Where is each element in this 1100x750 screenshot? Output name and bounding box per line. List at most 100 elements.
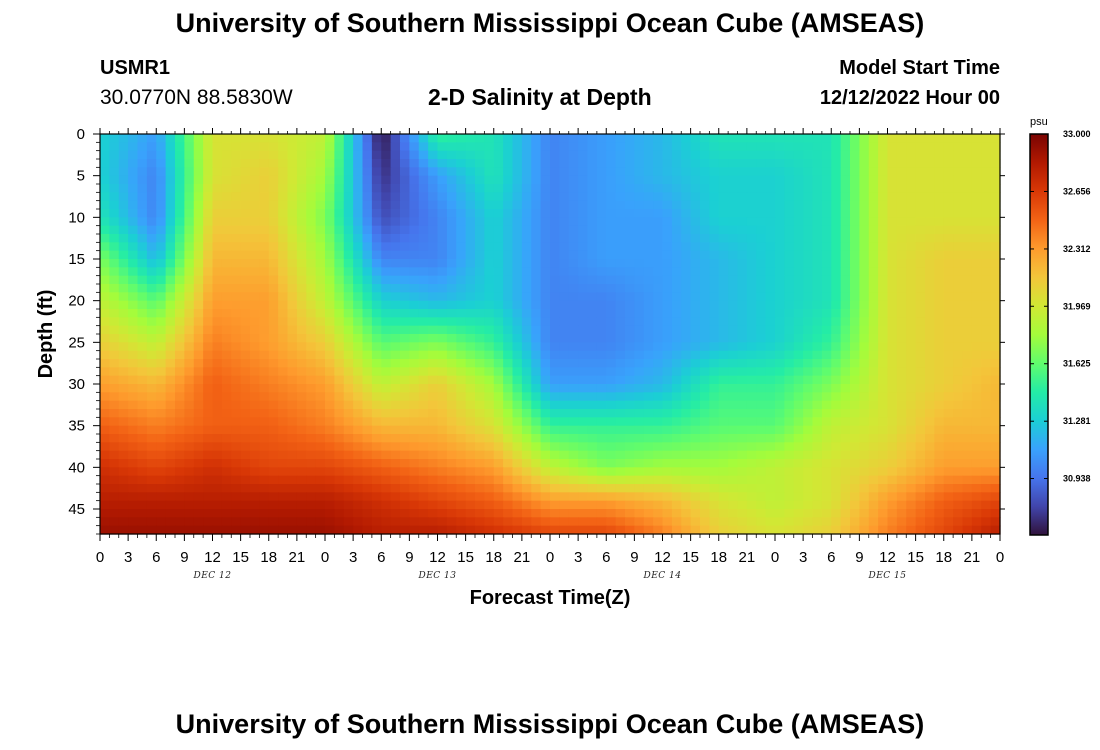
heatmap-cell [756,334,767,343]
heatmap-cell [221,175,232,185]
heatmap-cell [287,392,298,402]
heatmap-cell [381,159,392,168]
heatmap-cell [718,217,729,227]
heatmap-cell [568,409,579,418]
heatmap-cell [803,150,814,160]
heatmap-cell [943,192,954,202]
heatmap-cell [137,350,148,360]
heatmap-cell [231,184,242,193]
heatmap-cell [615,267,626,277]
heatmap-cell [943,417,954,427]
heatmap-cell [925,492,935,502]
heatmap-cell [381,442,392,452]
heatmap-cell [906,134,917,143]
heatmap-cell [540,175,551,185]
heatmap-cell [596,417,607,427]
heatmap-cell [296,150,307,160]
heatmap-cell [934,200,945,210]
heatmap-cell [718,517,729,527]
heatmap-cell [906,400,917,410]
heatmap-cell [662,292,673,302]
heatmap-cell [381,142,392,152]
heatmap-cell [775,325,785,335]
heatmap-cell [906,517,917,527]
heatmap-cell [484,317,495,327]
heatmap-cell [400,284,410,293]
heatmap-cell [681,400,692,410]
heatmap-cell [240,300,251,310]
heatmap-cell [859,184,870,193]
heatmap-cell [118,225,129,235]
heatmap-cell [981,192,992,202]
heatmap-cell [812,167,823,177]
heatmap-cell [428,509,439,518]
heatmap-cell [531,234,542,243]
heatmap-cell [653,392,664,402]
heatmap-cell [400,442,410,452]
heatmap-cell [512,184,523,193]
heatmap-cell [718,484,729,493]
heatmap-cell [540,425,551,435]
heatmap-cell [156,284,167,293]
heatmap-cell [315,500,326,510]
heatmap-cell [718,300,729,310]
heatmap-cell [643,417,654,427]
heatmap-cell [240,375,251,385]
heatmap-cell [606,259,617,268]
heatmap-cell [681,150,692,160]
heatmap-cell [212,184,223,193]
heatmap-cell [803,484,814,493]
heatmap-cell [971,350,982,360]
heatmap-cell [540,184,551,193]
heatmap-cell [156,392,167,402]
heatmap-cell [868,500,879,510]
heatmap-cell [587,359,598,368]
heatmap-cell [503,367,514,377]
heatmap-cell [831,500,842,510]
heatmap-cell [418,342,429,352]
heatmap-cell [746,217,757,227]
heatmap-cell [343,150,354,160]
heatmap-cell [446,517,457,527]
heatmap-cell [165,417,176,427]
heatmap-cell [653,250,664,260]
heatmap-cell [287,509,298,518]
heatmap-cell [615,375,626,385]
heatmap-cell [690,234,701,243]
heatmap-cell [850,500,860,510]
heatmap-cell [878,167,889,177]
heatmap-cell [578,184,589,193]
heatmap-cell [109,525,120,535]
heatmap-cell [296,325,307,335]
heatmap-cell [962,500,973,510]
heatmap-cell [643,242,654,252]
heatmap-cell [559,317,570,327]
heatmap-cell [184,342,195,352]
heatmap-cell [278,492,289,502]
heatmap-cell [231,375,242,385]
heatmap-cell [371,484,382,493]
heatmap-cell [643,284,654,293]
heatmap-cell [165,375,176,385]
heatmap-cell [690,209,701,218]
heatmap-cell [221,400,232,410]
heatmap-cell [915,209,926,218]
heatmap-cell [109,225,120,235]
heatmap-cell [850,475,860,485]
heatmap-cell [437,234,448,243]
heatmap-cell [118,275,129,285]
heatmap-cell [296,492,307,502]
heatmap-cell [325,142,335,152]
heatmap-cell [493,509,504,518]
heatmap-cell [390,242,401,252]
heatmap-cell [962,167,973,177]
heatmap-cell [175,350,185,360]
heatmap-cell [343,509,354,518]
heatmap-cell [859,409,870,418]
heatmap-cell [859,434,870,443]
heatmap-cell [775,267,785,277]
heatmap-cell [746,467,757,477]
heatmap-cell [362,484,373,493]
heatmap-cell [296,475,307,485]
heatmap-cell [212,275,223,285]
